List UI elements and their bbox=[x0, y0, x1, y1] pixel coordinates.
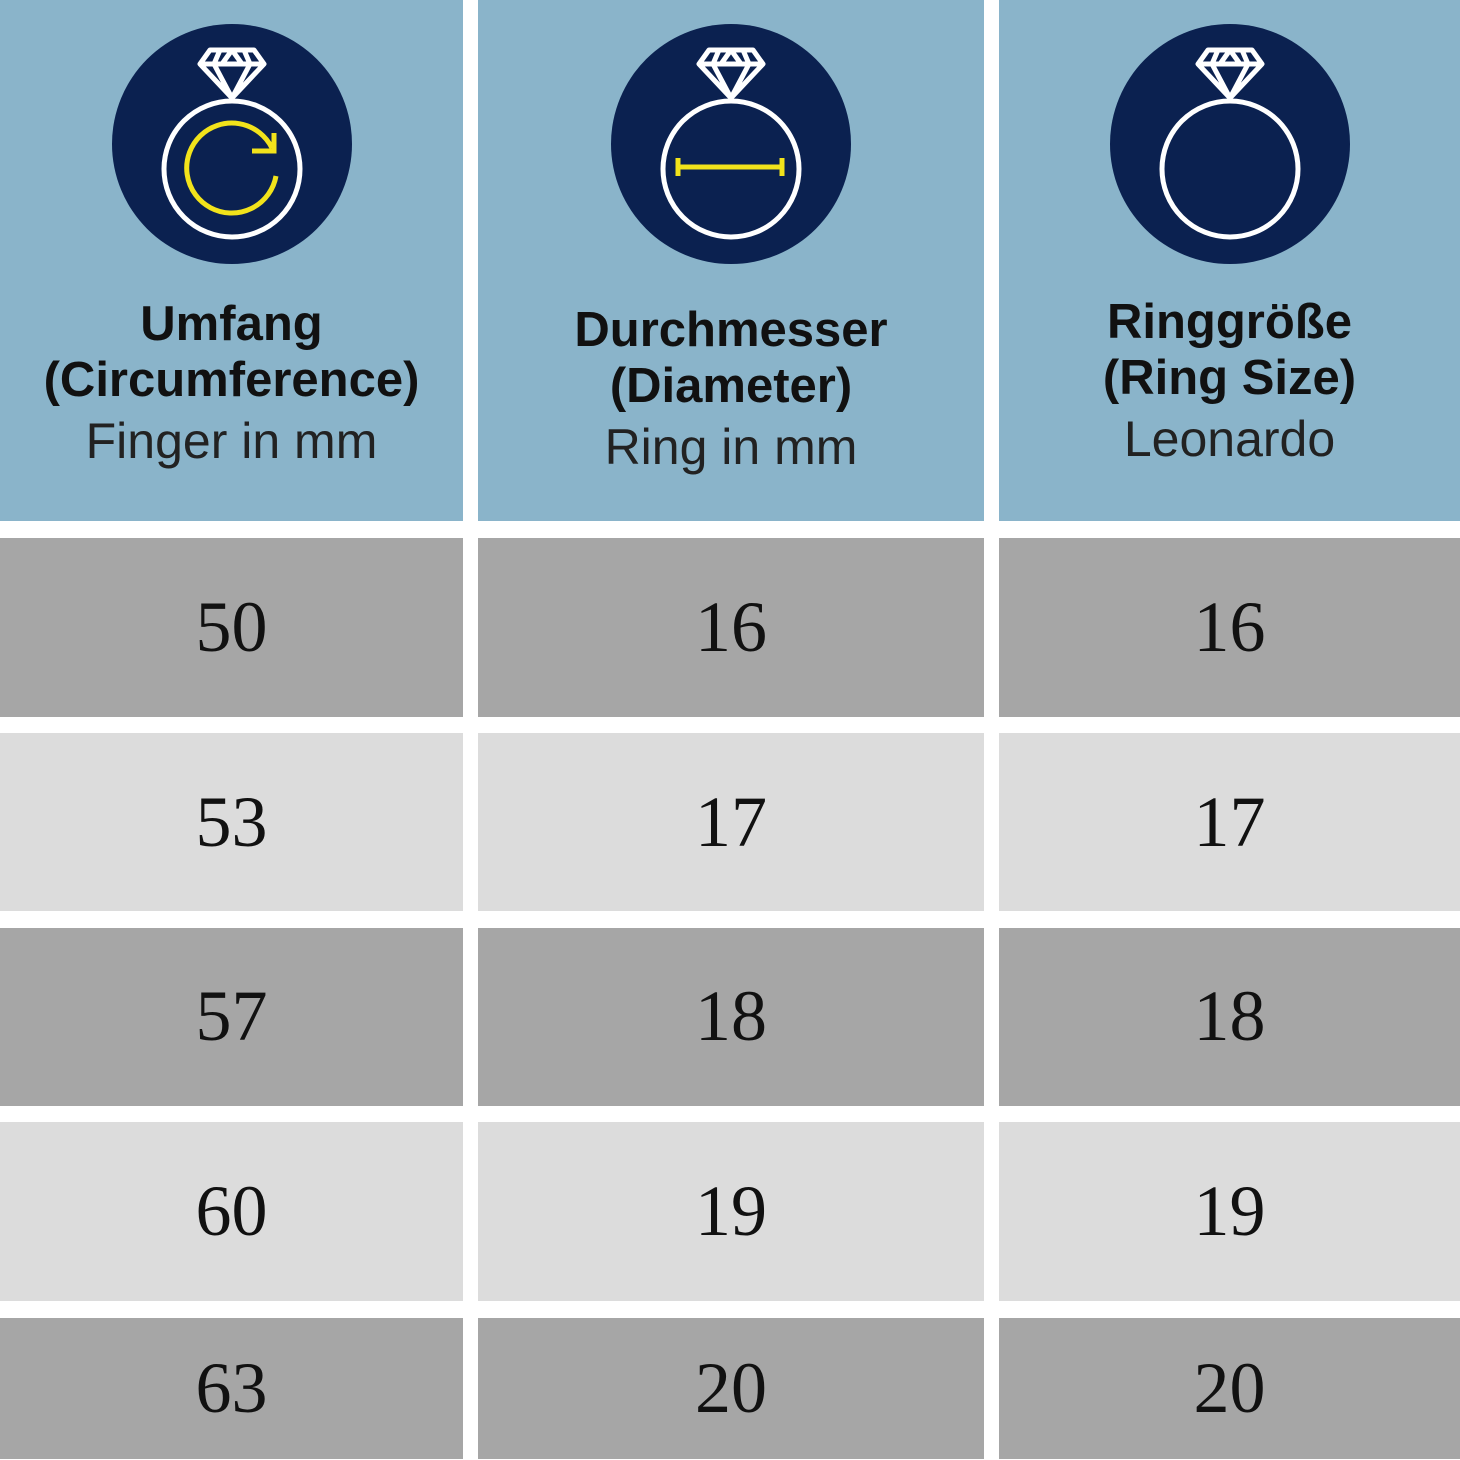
table-cell: 17 bbox=[999, 733, 1460, 911]
ring-circumference-icon bbox=[111, 24, 352, 264]
table-cell: 53 bbox=[0, 733, 463, 911]
column-subtitle: Leonardo bbox=[1123, 411, 1336, 467]
header-circumference: Umfang (Circumference) Finger in mm bbox=[0, 0, 463, 521]
ring-size-icon bbox=[1109, 24, 1350, 264]
header-ring-size: Ringgröße (Ring Size) Leonardo bbox=[999, 0, 1460, 521]
column-title: Ringgröße bbox=[1107, 295, 1352, 349]
table-cell: 16 bbox=[478, 537, 984, 717]
table-cell: 19 bbox=[999, 1122, 1460, 1301]
table-cell: 50 bbox=[0, 537, 463, 717]
column-subtitle: Ring in mm bbox=[604, 419, 858, 475]
column-title: Umfang bbox=[140, 297, 323, 351]
column-title-en: (Diameter) bbox=[609, 359, 853, 413]
ring-diameter-icon bbox=[611, 24, 851, 264]
table-cell: 18 bbox=[999, 927, 1460, 1106]
table-cell: 17 bbox=[478, 733, 984, 911]
table-cell: 63 bbox=[0, 1317, 463, 1459]
column-subtitle: Finger in mm bbox=[85, 413, 378, 469]
table-cell: 16 bbox=[999, 537, 1460, 717]
table-cell: 57 bbox=[0, 927, 463, 1106]
column-title-en: (Ring Size) bbox=[1102, 351, 1357, 405]
column-title: Durchmesser bbox=[574, 303, 888, 357]
header-diameter: Durchmesser (Diameter) Ring in mm bbox=[478, 0, 984, 521]
table-cell: 20 bbox=[478, 1317, 984, 1459]
table-cell: 60 bbox=[0, 1122, 463, 1301]
table-cell: 18 bbox=[478, 927, 984, 1106]
column-title-en: (Circumference) bbox=[43, 353, 420, 407]
table-cell: 19 bbox=[478, 1122, 984, 1301]
table-cell: 20 bbox=[999, 1317, 1460, 1459]
